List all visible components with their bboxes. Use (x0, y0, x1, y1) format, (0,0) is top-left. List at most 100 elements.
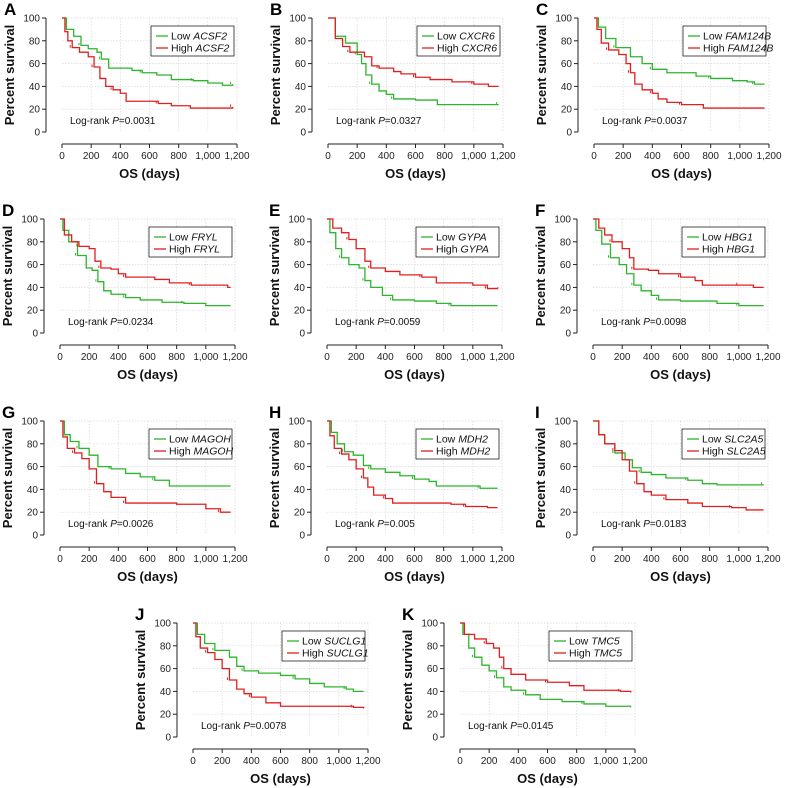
log-rank-p-value: Log-rank P=0.0183 (601, 519, 687, 530)
p-symbol: P (510, 721, 517, 732)
y-tick-label: 60 (560, 260, 572, 271)
x-axis-label: OS (days) (517, 771, 578, 786)
y-tick-label: 40 (561, 82, 573, 93)
legend-entry: Low SLC2A5 (702, 434, 763, 446)
legend-entry-gene: GYPA (461, 244, 489, 256)
legend-box (415, 428, 500, 460)
x-tick-label: 400 (643, 554, 660, 565)
legend-box (682, 25, 767, 57)
log-rank-p-value: Log-rank P=0.0059 (335, 317, 421, 328)
legend-entry: Low GYPA (436, 232, 487, 244)
legend-entry: High GYPA (436, 244, 489, 256)
y-tick-label: 20 (560, 508, 572, 519)
y-tick-label: 0 (299, 531, 305, 542)
x-tick-label: 0 (59, 151, 65, 162)
y-tick-label: 20 (427, 710, 439, 721)
panel-letter: E (269, 201, 280, 220)
legend-entry-gene: MDH2 (458, 434, 488, 446)
y-axis-label: Percent survival (267, 428, 282, 528)
x-tick-label: 600 (141, 151, 158, 162)
legend-entry-gene: CXCR6 (462, 43, 498, 55)
x-tick-label: 600 (539, 756, 556, 767)
legend-entry-gene: SUCLG1 (324, 636, 366, 648)
legend-entry-gene: FAM124B (725, 31, 771, 43)
y-tick-label: 0 (32, 329, 38, 340)
survival-curve-low (62, 17, 234, 86)
y-tick-label: 20 (561, 105, 573, 116)
legend-entry: High FAM124B (703, 43, 773, 55)
log-rank-p-value: Log-rank P=0.0078 (201, 721, 287, 732)
y-tick-label: 80 (427, 641, 439, 652)
x-tick-label: 0 (590, 554, 596, 565)
legend-box (681, 428, 766, 460)
y-tick-label: 60 (29, 59, 41, 70)
p-label: Log-rank (68, 317, 110, 328)
legend-entry-level: High (436, 244, 461, 256)
p-symbol: P (110, 317, 117, 328)
y-axis-label: Percent survival (267, 226, 282, 326)
x-tick-label: 1,000 (460, 554, 485, 565)
x-tick-label: 200 (615, 151, 632, 162)
x-tick-label: 1,000 (326, 756, 351, 767)
p-label: Log-rank (336, 116, 378, 127)
x-tick-label: 1,200 (490, 151, 515, 162)
x-tick-label: 800 (436, 151, 453, 162)
p-symbol: P (112, 116, 119, 127)
p-number: =0.0327 (385, 116, 422, 127)
legend-entry-level: Low (436, 434, 458, 446)
x-tick-label: 600 (139, 554, 156, 565)
y-tick-label: 80 (294, 237, 306, 248)
p-symbol: P (377, 519, 384, 530)
x-axis-label: OS (days) (117, 569, 178, 584)
survival-curve-low (60, 420, 231, 487)
x-tick-label: 800 (301, 756, 318, 767)
y-tick-label: 0 (566, 128, 572, 139)
y-tick-label: 0 (432, 733, 438, 744)
survival-curve-high (193, 622, 365, 709)
legend-box (148, 226, 233, 258)
panel-c: C 0 20 40 60 80 100 0 200 400 600 800 1,000 1,200 OS (… (534, 0, 782, 181)
y-tick-label: 60 (560, 462, 572, 473)
legend-entry-gene: MDH2 (461, 446, 491, 458)
x-tick-label: 0 (591, 151, 597, 162)
legend-entry: High HBG1 (702, 244, 755, 256)
legend-entry: Low CXCR6 (437, 31, 495, 43)
survival-curve-low (327, 218, 498, 307)
p-label: Log-rank (601, 317, 643, 328)
x-tick-label: 1,000 (593, 756, 618, 767)
x-tick-label: 1,200 (489, 554, 514, 565)
x-tick-label: 1,000 (726, 554, 751, 565)
x-tick-label: 800 (568, 756, 585, 767)
legend-entry: High TMC5 (569, 648, 622, 660)
survival-curve-high (60, 420, 231, 513)
x-tick-label: 1,200 (489, 352, 514, 363)
survival-curve-high (460, 622, 632, 693)
legend-entry-gene: TMC5 (594, 648, 623, 660)
y-tick-label: 0 (34, 128, 40, 139)
survival-curve-high (327, 420, 498, 509)
x-tick-label: 200 (614, 554, 631, 565)
legend-entry-level: Low (169, 232, 191, 244)
x-tick-label: 600 (139, 352, 156, 363)
panel-letter: A (4, 0, 16, 19)
x-tick-label: 400 (110, 352, 127, 363)
p-label: Log-rank (602, 116, 644, 127)
legend-entry: High SLC2A5 (702, 446, 766, 458)
survival-curve-high (593, 420, 764, 511)
y-tick-label: 100 (554, 215, 571, 226)
x-tick-label: 1,200 (755, 352, 780, 363)
x-tick-label: 600 (406, 554, 423, 565)
x-tick-label: 1,000 (461, 151, 486, 162)
p-label: Log-rank (68, 519, 110, 530)
x-tick-label: 800 (435, 352, 452, 363)
log-rank-p-value: Log-rank P=0.0098 (601, 317, 687, 328)
legend-entry-level: Low (171, 31, 193, 43)
p-number: =0.0145 (517, 721, 554, 732)
legend-box (148, 428, 233, 460)
x-axis-label: OS (days) (384, 569, 445, 584)
x-axis-label: OS (days) (651, 166, 712, 181)
y-tick-label: 0 (299, 329, 305, 340)
panel-a: A 0 20 40 60 80 100 0 200 400 600 800 1,000 1,200 OS (… (2, 0, 250, 181)
